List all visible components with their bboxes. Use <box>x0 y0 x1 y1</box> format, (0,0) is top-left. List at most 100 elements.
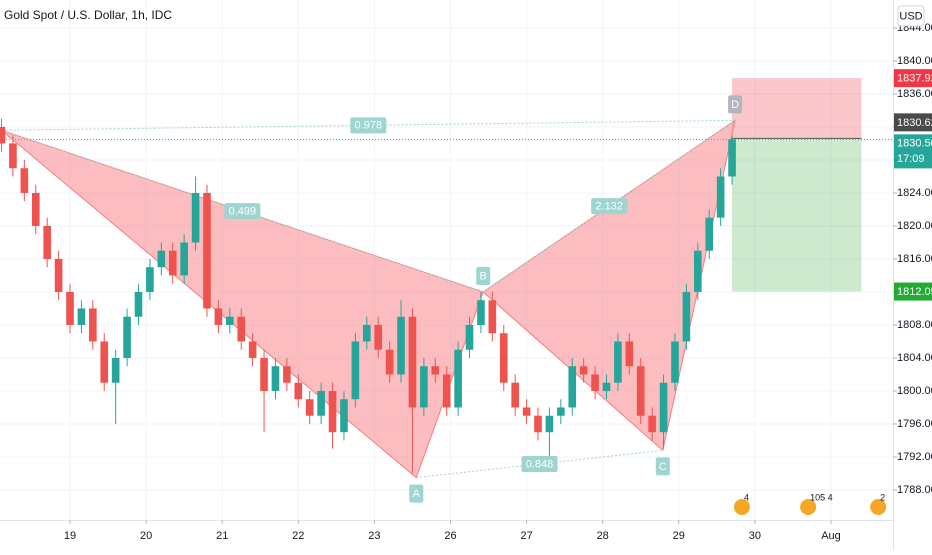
target-zone <box>732 138 862 292</box>
chart-title: Gold Spot / U.S. Dollar, 1h, IDC <box>4 8 172 22</box>
stop-zone <box>732 78 862 139</box>
point-label: D <box>731 99 739 111</box>
currency-button[interactable] <box>897 5 925 27</box>
point-label: A <box>413 488 421 500</box>
x-tick-label: 23 <box>368 530 380 542</box>
y-tick-label: 1820.00 <box>897 220 932 232</box>
candle-body <box>648 415 656 433</box>
ratio-label: 0.499 <box>229 206 257 218</box>
candle-body <box>203 192 211 309</box>
candle-body <box>237 316 246 342</box>
candle-body <box>100 341 109 383</box>
price-tag-label: 1837.92 <box>897 73 932 85</box>
y-tick-label: 1808.00 <box>897 319 932 331</box>
candle-body <box>705 217 714 251</box>
candle-body <box>385 349 394 375</box>
candle-body <box>477 300 485 325</box>
candle-body <box>454 349 462 408</box>
candle-body <box>248 341 257 358</box>
event-icon <box>731 497 752 517</box>
candle-body <box>340 399 348 433</box>
candles <box>0 118 736 474</box>
candle-body <box>545 415 554 433</box>
candle-body <box>614 341 622 383</box>
candle-body <box>682 291 691 342</box>
candle-body <box>283 366 291 383</box>
candle-body <box>77 308 86 325</box>
x-tick-label: 30 <box>749 530 761 542</box>
candle-body <box>134 291 143 317</box>
candle-body <box>636 366 645 416</box>
ratio-badge <box>224 203 261 220</box>
y-tick-label: 1788.00 <box>897 484 932 496</box>
candle-body <box>54 258 63 292</box>
candle-body <box>9 143 17 169</box>
y-tick-label: 1836.00 <box>897 88 932 100</box>
candle-body <box>362 324 371 342</box>
x-tick-label: 19 <box>64 530 76 542</box>
price-tag-label: 1830.50 <box>897 138 932 150</box>
point-badge <box>728 95 743 114</box>
ratio-badge <box>350 117 387 134</box>
y-tick-label: 1792.00 <box>897 451 932 463</box>
point-badge <box>409 484 424 503</box>
ratio-label: 2.132 <box>595 201 623 213</box>
candle-body <box>671 341 679 383</box>
candle-body <box>180 242 188 276</box>
price-tag <box>894 134 932 169</box>
price-countdown: 17:09 <box>897 153 925 165</box>
candle-body <box>146 267 154 292</box>
candle-body <box>420 366 428 408</box>
y-tick-label: 1804.00 <box>897 352 932 364</box>
y-tick-label: 1840.00 <box>897 55 932 67</box>
candle-body <box>226 316 234 325</box>
event-count: 2 <box>880 492 885 502</box>
candle-body <box>579 366 588 375</box>
candle-body <box>294 382 303 400</box>
point-badge <box>655 457 670 476</box>
candle-body <box>328 390 337 433</box>
currency-label[interactable]: USD <box>899 10 922 22</box>
candle-body <box>522 407 531 416</box>
candle-body <box>728 139 736 177</box>
candle-body <box>123 316 131 358</box>
price-tag <box>894 113 932 132</box>
price-tag-label: 1812.05 <box>897 286 932 298</box>
candle-body <box>351 341 360 400</box>
candle-body <box>442 374 451 408</box>
x-tick-label: 20 <box>140 530 152 542</box>
candle-body <box>659 382 668 433</box>
candle-body <box>214 308 223 325</box>
event-icon <box>798 497 819 517</box>
ratio-line <box>1 129 484 293</box>
candle-body <box>499 333 508 383</box>
candle-body <box>534 415 542 433</box>
y-tick-label: 1796.00 <box>897 418 932 430</box>
x-tick-label: 22 <box>292 530 304 542</box>
ratio-badge <box>521 455 558 472</box>
candle-body <box>20 168 29 193</box>
position-box <box>732 78 862 292</box>
event-count: 105 4 <box>810 492 833 502</box>
candle-body <box>511 382 519 408</box>
event-icon <box>868 497 889 517</box>
candle-body <box>271 366 280 391</box>
candle-body <box>694 250 702 292</box>
candle-body <box>625 341 634 367</box>
candle-body <box>374 324 383 350</box>
y-tick-label: 1816.00 <box>897 253 932 265</box>
candle-body <box>111 357 120 383</box>
axes: 1788.00 1792.00 1796.00 1800.00 1804.00 1808.… <box>64 22 932 542</box>
x-tick-label: Aug <box>821 530 841 542</box>
y-tick-label: 1800.00 <box>897 385 932 397</box>
candle-body <box>602 382 611 391</box>
candle-body <box>488 300 497 334</box>
price-tag <box>894 282 932 301</box>
ratio-label: 0.978 <box>355 120 383 132</box>
price-tag-label: 1830.62 <box>897 117 932 129</box>
candle-body <box>89 308 97 342</box>
event-count: 4 <box>744 492 749 502</box>
candle-body <box>43 225 51 259</box>
